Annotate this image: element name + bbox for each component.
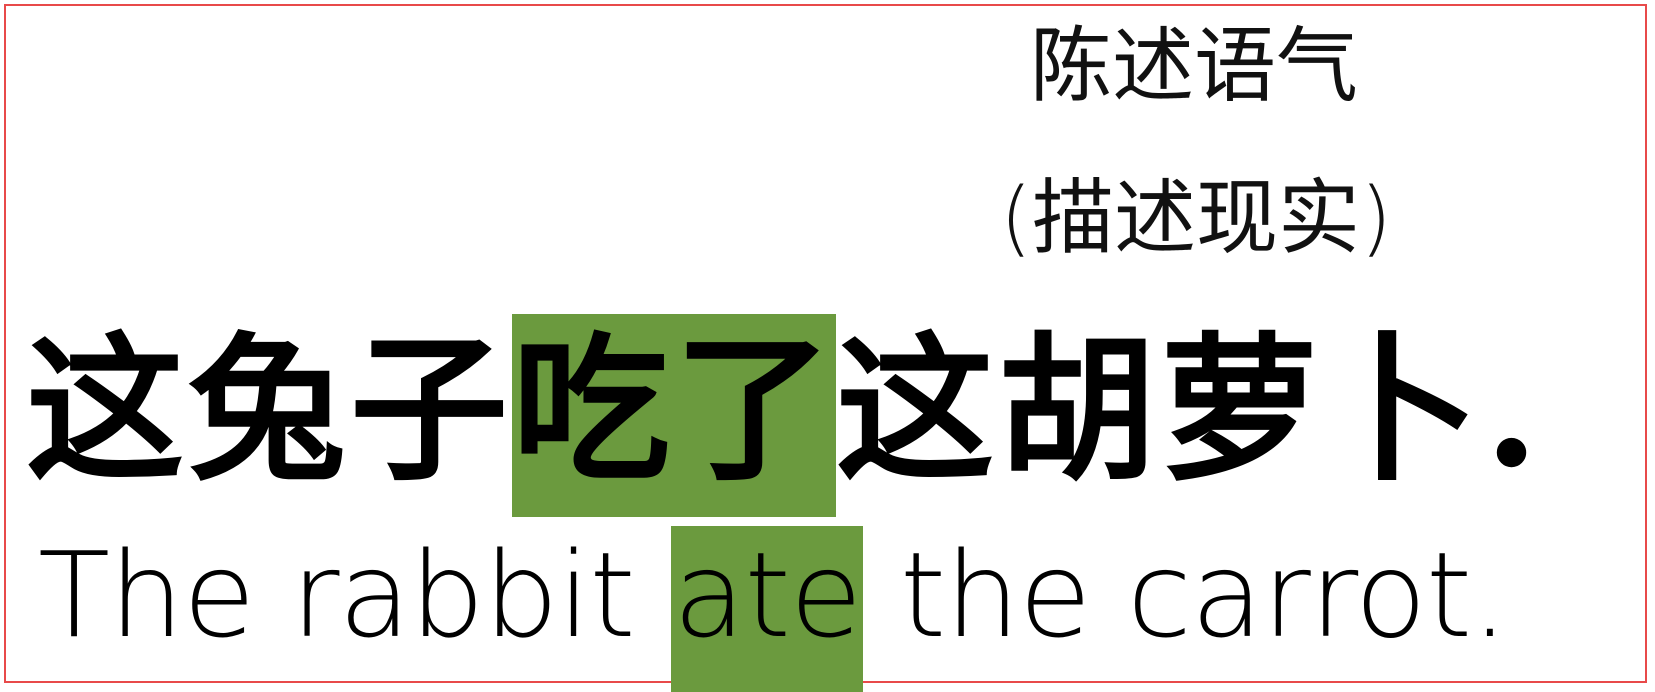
english-sentence-after: the carrot. — [863, 526, 1509, 664]
mood-label-subtitle: (描述现实) — [1000, 171, 1392, 266]
mood-label-title: 陈述语气 — [1030, 19, 1359, 114]
chinese-sentence: 这兔子吃了这胡萝卜. — [26, 314, 1543, 517]
chinese-sentence-before: 这兔子 — [26, 318, 512, 503]
english-sentence-before: The rabbit — [38, 526, 672, 664]
chinese-verb-highlight: 吃了 — [512, 314, 836, 517]
chinese-sentence-after: 这胡萝卜. — [836, 318, 1544, 503]
english-sentence: The rabbit ate the carrot. — [38, 526, 1509, 692]
english-verb-highlight: ate — [671, 526, 864, 692]
